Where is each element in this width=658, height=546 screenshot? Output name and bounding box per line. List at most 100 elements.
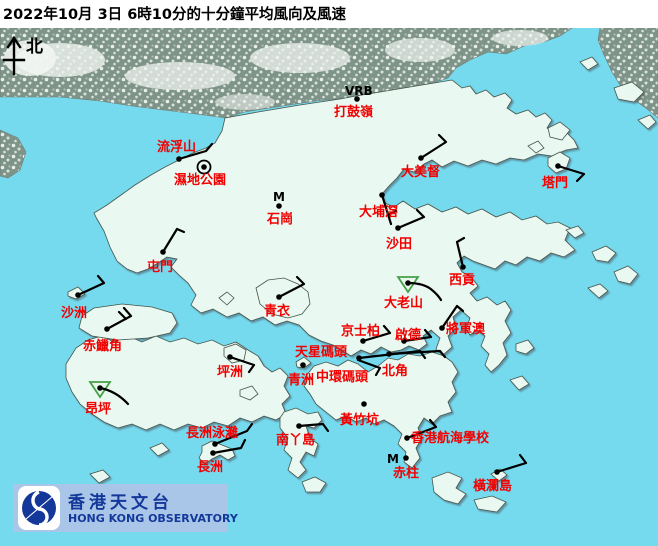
station-label: 打鼓嶺	[334, 104, 373, 120]
station-flag: M	[387, 452, 399, 466]
bluff-island	[509, 375, 530, 391]
ninepin-islands-1	[591, 245, 617, 263]
station-label: 濕地公園	[174, 172, 226, 188]
station-cheung-chau: 長洲	[197, 438, 247, 475]
wind-barb	[297, 422, 330, 433]
station-dot	[212, 441, 218, 447]
ninepin-islands-3	[587, 283, 609, 299]
calm-ring	[196, 159, 212, 175]
po-toi-island	[431, 471, 467, 505]
station-kai-tak: 啟德	[395, 327, 433, 344]
station-dot	[494, 469, 500, 475]
mainland-china-landmass	[0, 27, 658, 179]
station-tsing-yi: 青衣	[264, 275, 306, 319]
wind-barb	[402, 328, 433, 343]
station-dot	[160, 249, 166, 255]
station-dot	[201, 164, 207, 170]
wind-barb	[556, 164, 586, 183]
station-label: 將軍澳	[446, 321, 486, 337]
wind-barb	[405, 418, 438, 440]
station-label: 西貢	[449, 273, 475, 288]
station-green-island: 青洲	[288, 362, 314, 388]
station-tuen-mun: 屯門	[147, 227, 186, 275]
station-dot	[555, 163, 561, 169]
station-label: 啟德	[395, 327, 421, 343]
station-peng-chau: 坪洲	[217, 354, 256, 380]
kat-o-island	[547, 121, 571, 141]
wind-barb	[76, 274, 106, 297]
station-label: 石崗	[266, 212, 293, 227]
station-central-pier: 中環碼頭	[316, 358, 382, 385]
station-label: 赤柱	[393, 465, 419, 481]
hong-kong-island	[303, 351, 459, 469]
shelter-island	[515, 339, 535, 355]
wind-barb	[177, 142, 214, 161]
station-dot	[354, 96, 360, 102]
wind-barb	[356, 358, 382, 377]
station-label: 沙洲	[61, 306, 87, 321]
station-label: 昂坪	[85, 401, 111, 417]
crooked-island	[579, 56, 599, 71]
wind-barb	[228, 355, 256, 374]
station-label: 塔門	[542, 175, 568, 191]
wind-barb	[380, 193, 398, 226]
wind-barb	[419, 133, 448, 160]
station-dot	[386, 351, 392, 357]
ap-chau-island	[613, 81, 645, 103]
station-dot	[404, 435, 410, 441]
station-label: 坪洲	[217, 365, 243, 380]
station-kings-park: 京士柏	[341, 323, 392, 344]
station-dot	[418, 155, 424, 161]
station-tap-mun: 塔門	[542, 163, 586, 191]
station-dot	[405, 280, 411, 286]
wind-barb	[406, 281, 443, 302]
wind-barb	[440, 304, 465, 330]
grass-island	[527, 140, 545, 154]
airport-island	[78, 303, 178, 341]
north-label: 北	[26, 37, 43, 57]
station-label: 京士柏	[341, 323, 380, 339]
station-label: 天星碼頭	[295, 345, 348, 360]
station-label: 屯門	[147, 259, 173, 275]
wind-barb	[213, 422, 254, 446]
station-lau-fau-shan: 流浮山	[157, 139, 214, 162]
station-cheung-chau-beach: 長洲泳灘	[186, 422, 254, 447]
station-label: 長洲泳灘	[186, 425, 238, 441]
hko-logo[interactable]: 香港天文台 HONG KONG OBSERVATORY	[13, 484, 239, 532]
ninepin-islands-2	[613, 265, 639, 285]
station-dot	[176, 156, 182, 162]
station-dot	[395, 225, 401, 231]
wind-barb	[495, 453, 528, 474]
station-label: 北角	[382, 363, 408, 379]
station-tai-mei-tuk: 大美督	[401, 133, 448, 180]
station-dot	[296, 423, 302, 429]
station-hk-sea-school: 香港航海學校	[404, 418, 490, 446]
station-dot	[439, 325, 445, 331]
station-dot	[403, 455, 409, 461]
station-ngong-ping: 昂坪	[85, 381, 130, 417]
station-dot	[401, 338, 407, 344]
station-label: 大埔滘	[359, 204, 398, 220]
soko-islands	[89, 469, 111, 484]
station-lamma-island: 南丫島	[276, 422, 330, 448]
station-label: 青洲	[288, 372, 314, 388]
new-territories-kowloon	[93, 79, 579, 373]
station-dot	[360, 338, 366, 344]
station-dot	[361, 401, 367, 407]
station-dot	[97, 385, 103, 391]
station-dot	[300, 362, 306, 368]
station-label: 中環碼頭	[316, 369, 369, 385]
station-wetland-park: 濕地公園	[174, 159, 226, 188]
hei-ling-chau-island	[239, 385, 259, 401]
station-wong-chuk-hang: 黃竹坑	[339, 401, 379, 428]
station-label: 流浮山	[157, 139, 196, 155]
station-label: 南丫島	[276, 432, 315, 448]
station-shek-kong: M 石崗	[266, 190, 293, 227]
station-label: 青衣	[264, 303, 290, 319]
station-flag: M	[273, 190, 285, 204]
wind-barb	[361, 324, 392, 343]
station-tai-po-kau: 大埔滘	[359, 192, 398, 226]
north-arrow	[2, 35, 26, 76]
